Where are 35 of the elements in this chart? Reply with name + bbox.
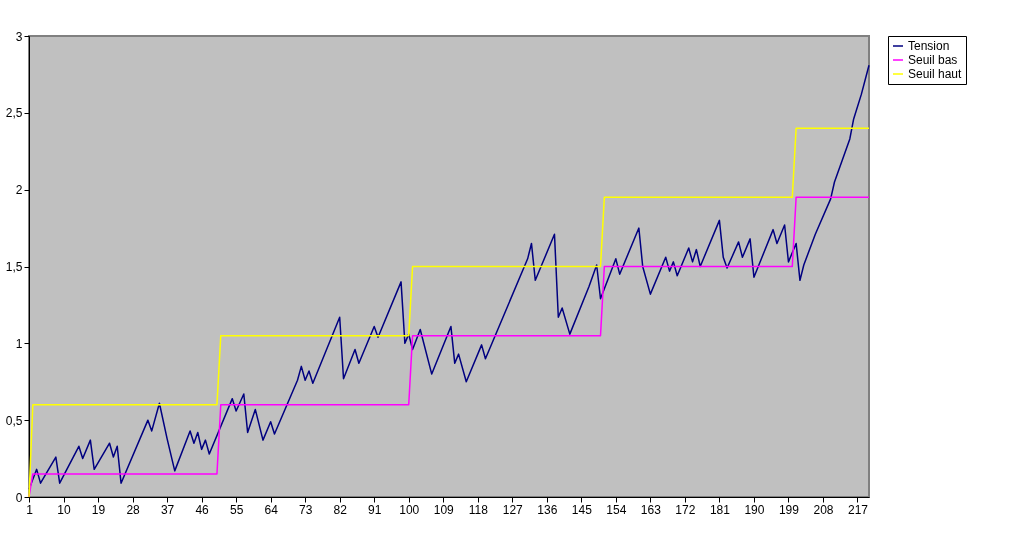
x-tick-label: 28 (126, 502, 141, 517)
x-tick-label: 136 (537, 502, 558, 517)
x-tick-label: 163 (640, 502, 662, 517)
x-tick-label: 91 (368, 502, 382, 517)
y-tick-label: 1,5 (5, 260, 23, 274)
legend-label: Seuil haut (908, 67, 963, 81)
x-tick-label: 172 (675, 502, 696, 517)
x-tick-label: 73 (298, 502, 313, 517)
x-tick-label: 208 (813, 502, 834, 517)
x-tick-label: 145 (571, 502, 593, 517)
x-tick-label: 1 (26, 502, 34, 517)
legend-label: Seuil bas (908, 53, 958, 67)
y-tick-label: 2,5 (5, 106, 23, 121)
x-tick-label: 190 (744, 502, 765, 517)
x-tick-label: 37 (160, 502, 175, 517)
x-tick-label: 82 (333, 502, 348, 517)
x-tick-label: 55 (229, 502, 244, 517)
x-tick-label: 10 (57, 502, 72, 517)
y-tick-label: 2 (15, 183, 23, 198)
y-tick-label: 3 (15, 29, 23, 44)
x-tick-label: 109 (433, 502, 455, 517)
legend-label: Tension (908, 39, 950, 53)
x-tick-label: 46 (195, 502, 210, 517)
x-tick-label: 217 (847, 502, 869, 517)
x-tick-label: 154 (606, 502, 627, 517)
x-tick-label: 127 (502, 502, 524, 517)
x-tick-label: 19 (91, 502, 106, 517)
y-tick-label: 1 (15, 336, 23, 351)
x-tick-label: 199 (778, 502, 800, 517)
x-tick-label: 100 (399, 502, 420, 517)
x-tick-label: 64 (264, 502, 279, 517)
x-tick-label: 118 (468, 502, 489, 517)
y-tick-label: 0 (15, 490, 23, 505)
x-tick-label: 181 (709, 502, 731, 517)
y-tick-label: 0,5 (5, 413, 23, 428)
